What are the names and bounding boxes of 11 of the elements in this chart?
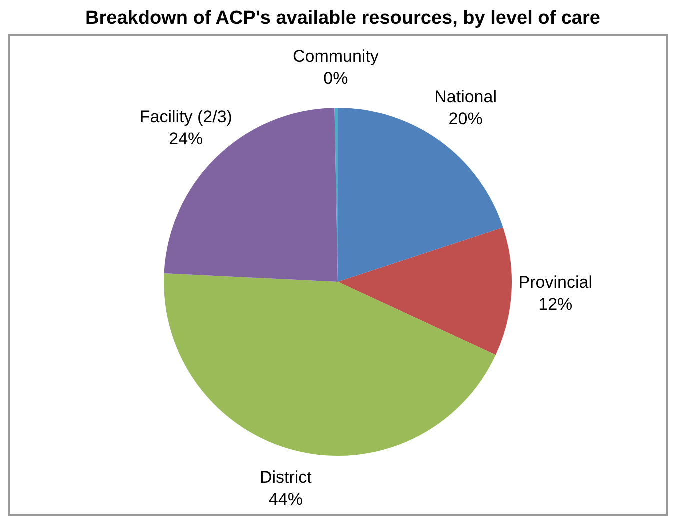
data-label: 0%	[324, 69, 348, 88]
data-label: 24%	[169, 129, 204, 148]
chart-title: Breakdown of ACP's available resources, by level of care	[84, 8, 602, 31]
slice-label: Provincial	[518, 273, 592, 292]
slice-label: Facility (2/3)	[140, 107, 232, 126]
slice-label: National	[434, 88, 497, 107]
slice-label: District	[260, 468, 312, 488]
data-label: 12%	[538, 295, 573, 314]
data-label: 44%	[268, 490, 303, 510]
data-label: 20%	[448, 110, 483, 129]
slice-label: Community	[292, 47, 380, 66]
